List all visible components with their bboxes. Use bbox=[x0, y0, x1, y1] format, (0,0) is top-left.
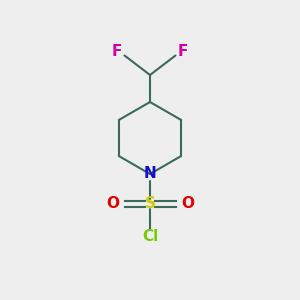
Text: N: N bbox=[144, 167, 156, 182]
Text: F: F bbox=[178, 44, 188, 59]
Text: Cl: Cl bbox=[142, 229, 158, 244]
Text: F: F bbox=[112, 44, 122, 59]
Text: O: O bbox=[106, 196, 119, 211]
Text: S: S bbox=[145, 196, 155, 211]
Text: O: O bbox=[181, 196, 194, 211]
